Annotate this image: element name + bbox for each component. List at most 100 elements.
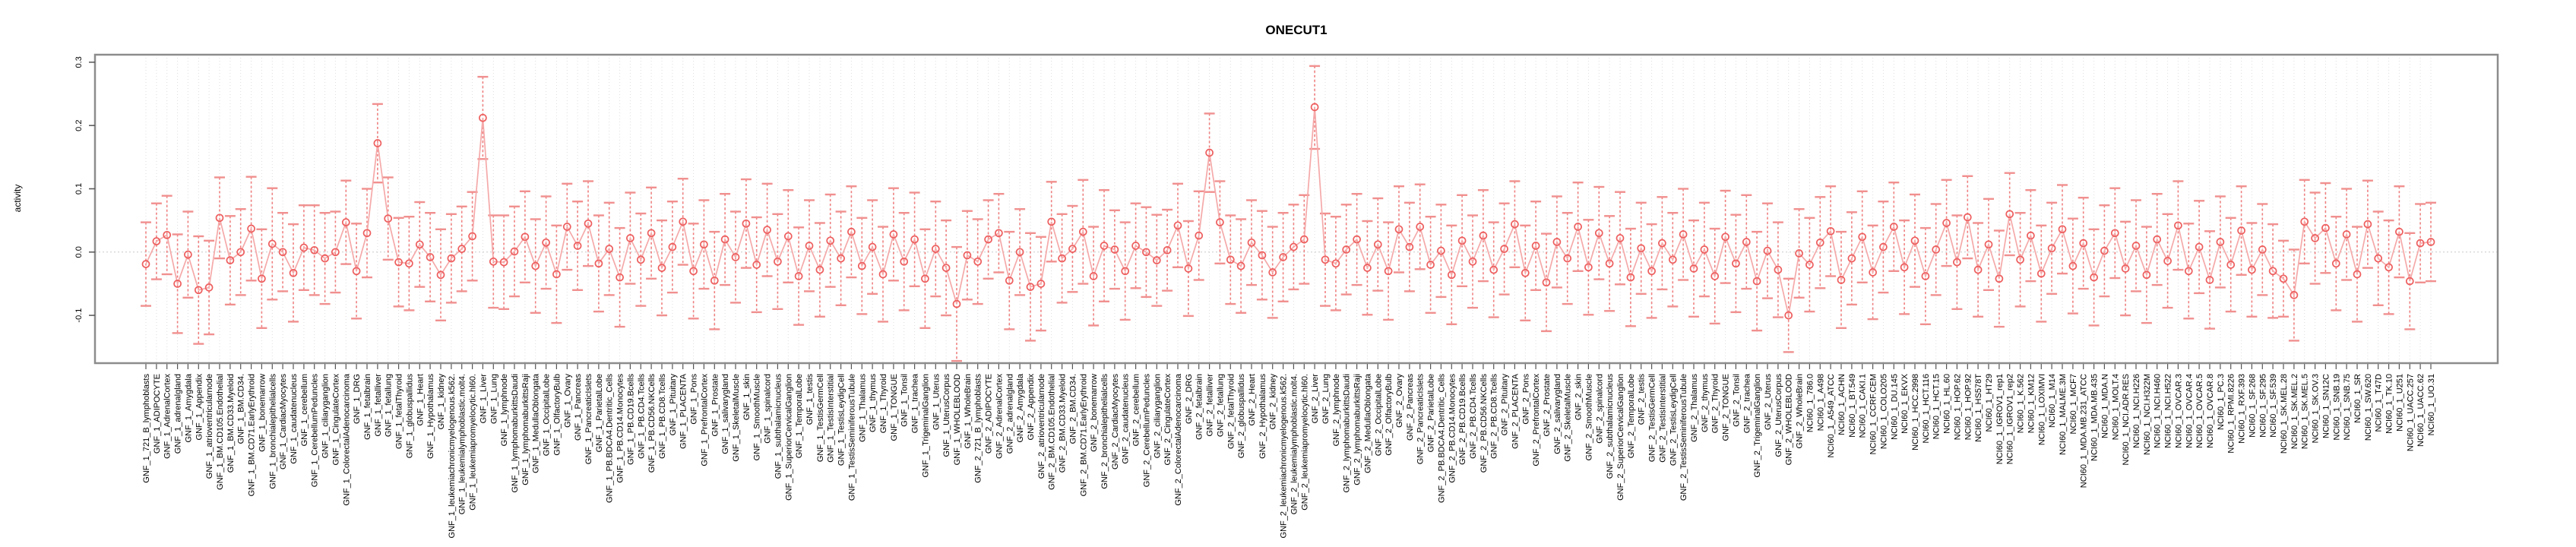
data-point-marker — [931, 245, 940, 253]
x-tick-label: GNF_2_Appendix — [1027, 374, 1036, 441]
y-tick-label: 0.0 — [74, 246, 84, 258]
data-point-marker — [837, 254, 845, 263]
data-point-marker — [1026, 283, 1035, 291]
data-point-marker — [194, 286, 203, 295]
x-tick-label: NCI60_1_HOP.92 — [1964, 374, 1973, 440]
data-point-marker — [2079, 239, 2088, 248]
data-point-markers — [141, 103, 2435, 320]
y-tick-label: 0.1 — [74, 183, 84, 194]
x-tick-label: NCI60_1_SR — [2353, 374, 2362, 423]
x-tick-label: NCI60_1_SW.620 — [2364, 374, 2373, 441]
data-point-marker — [1847, 254, 1856, 263]
x-tick-label: GNF_1_BM.CD34. — [237, 374, 246, 444]
data-point-marker — [267, 239, 277, 248]
x-tick-label: GNF_1_Pituitary — [669, 374, 678, 436]
x-tick-label: GNF_1_PLACENTA — [679, 373, 688, 448]
data-point-marker — [1110, 245, 1119, 254]
data-point-marker — [1384, 267, 1393, 276]
x-tick-label: GNF_1_TrigeminalGanglion — [921, 374, 930, 478]
data-point-marker — [2363, 220, 2372, 229]
x-tick-label: GNF_2_ciliaryganglion — [1153, 374, 1162, 458]
x-tick-label: GNF_1_WholeBrain — [964, 374, 973, 448]
x-tick-label: GNF_2_leukemialymphoblastic.molt4. — [1290, 374, 1299, 514]
data-point-marker — [2311, 234, 2319, 242]
x-tick-label: GNF_2_OccipitalLobe — [1374, 374, 1383, 456]
page-title: ONECUT1 — [1265, 23, 1328, 37]
data-point-marker — [1721, 232, 1729, 242]
data-point-marker — [2426, 238, 2435, 246]
data-point-marker — [373, 139, 382, 147]
data-point-marker — [2174, 221, 2182, 230]
data-point-marker — [521, 232, 530, 242]
x-tick-label: GNF_2_Tonsil — [1732, 374, 1741, 427]
data-point-marker — [1142, 248, 1150, 257]
x-tick-label: GNF_2_Thyroid — [1711, 374, 1720, 433]
y-tick-label: 0.2 — [74, 120, 84, 131]
x-tick-label: GNF_1_CardiacMyocytes — [279, 374, 288, 470]
x-tick-label: NCI60_1_SK.MEL.28 — [2280, 374, 2289, 454]
data-point-marker — [247, 224, 255, 233]
x-tick-label: GNF_2_ParietalLobe — [1427, 374, 1436, 452]
x-tick-label: GNF_1_ParietalLobe — [595, 374, 604, 452]
x-tick-label: GNF_1_globuspallidus — [405, 374, 414, 459]
x-tick-label: GNF_1_BM.CD71.EarlyErythroid — [248, 374, 257, 496]
data-point-marker — [1321, 255, 1330, 264]
x-tick-label: GNF_1_Thyroid — [879, 374, 888, 433]
x-tick-label: NCI60_1_MDA.MB.231_ATCC — [2080, 374, 2089, 488]
x-tick-label: GNF_1_WHOLEBLOOD — [953, 374, 962, 465]
x-tick-label: NCI60_1_RPMI.8226 — [2227, 374, 2236, 454]
data-point-marker — [321, 254, 329, 263]
x-tick-label: GNF_2_cerebellum — [1132, 374, 1141, 446]
x-tick-label: GNF_1_lymphomaburkittsRaji — [521, 374, 530, 485]
x-tick-label: NCI60_1_EKVX — [1900, 373, 1910, 434]
data-point-marker — [1279, 253, 1287, 261]
x-tick-label: GNF_1_leukemiachronicmyelogenous.k562. — [448, 374, 457, 538]
data-point-marker — [2321, 223, 2330, 232]
x-tick-label: GNF_2_PB.CD14.Monocytes — [1448, 374, 1457, 483]
x-tick-label: GNF_1_BM.CD33.Myeloid — [226, 374, 236, 473]
data-point-marker — [1131, 242, 1140, 250]
x-tick-label: GNF_1_adrenalgland — [174, 374, 183, 454]
data-point-marker — [868, 242, 877, 251]
data-point-marker — [152, 237, 161, 245]
data-point-marker — [1184, 264, 1193, 273]
data-point-marker — [426, 253, 435, 261]
x-tick-label: GNF_2_bronchialepithelialcells — [1100, 374, 1109, 489]
data-point-marker — [1521, 268, 1530, 277]
x-tick-label: NCI60_1_NCI.H226 — [2132, 374, 2141, 448]
x-tick-label: NCI60_1_MOLT.4 — [2111, 374, 2120, 440]
x-tick-label: NCI60_1_HL.60 — [1943, 374, 1952, 434]
x-tick-label: GNF_2_TestisSeminiferousTubule — [1679, 374, 1688, 501]
data-point-marker — [258, 274, 266, 283]
x-tick-label: NCI60_1_COLO205 — [1879, 374, 1888, 449]
x-tick-label: GNF_1_thymus — [869, 374, 878, 433]
x-tick-label: GNF_2_TestisLeydigCell — [1669, 374, 1678, 466]
data-point-marker — [805, 242, 814, 250]
data-point-marker — [1216, 218, 1224, 226]
data-point-marker — [2395, 227, 2404, 236]
data-point-marker — [2163, 257, 2172, 265]
x-tick-label: GNF_1_BM.CD105.Endothelial — [216, 374, 225, 490]
data-point-marker — [889, 230, 898, 239]
data-point-marker — [1973, 265, 1983, 274]
x-tick-label: GNF_2_thymus — [1701, 374, 1710, 433]
x-tick-label: NCI60_1_OVCAR.8 — [2206, 374, 2215, 448]
data-point-marker — [310, 245, 319, 255]
data-point-marker — [573, 242, 582, 250]
data-point-marker — [1668, 255, 1677, 264]
data-point-marker — [1679, 230, 1688, 239]
data-point-marker — [1068, 245, 1077, 253]
x-tick-label: GNF_1_SkeletalMuscle — [732, 374, 741, 462]
x-tick-label: NCI60_1_K.562 — [2017, 374, 2026, 433]
data-point-marker — [710, 276, 719, 285]
data-point-marker — [1468, 257, 1477, 266]
x-tick-label: GNF_2_PLACENTA — [1511, 373, 1520, 448]
x-tick-label: GNF_1_OccipitalLobe — [543, 374, 552, 456]
x-tick-label: GNF_2_atrioventricularnode — [1037, 374, 1046, 479]
data-point-marker — [2016, 255, 2024, 264]
data-point-marker — [2005, 210, 2014, 219]
x-tick-label: GNF_2_adrenalgland — [1005, 374, 1014, 454]
data-point-marker — [184, 250, 192, 259]
x-tick-label: GNF_2_PrefrontalCortex — [1532, 374, 1541, 466]
data-point-marker — [952, 299, 961, 308]
